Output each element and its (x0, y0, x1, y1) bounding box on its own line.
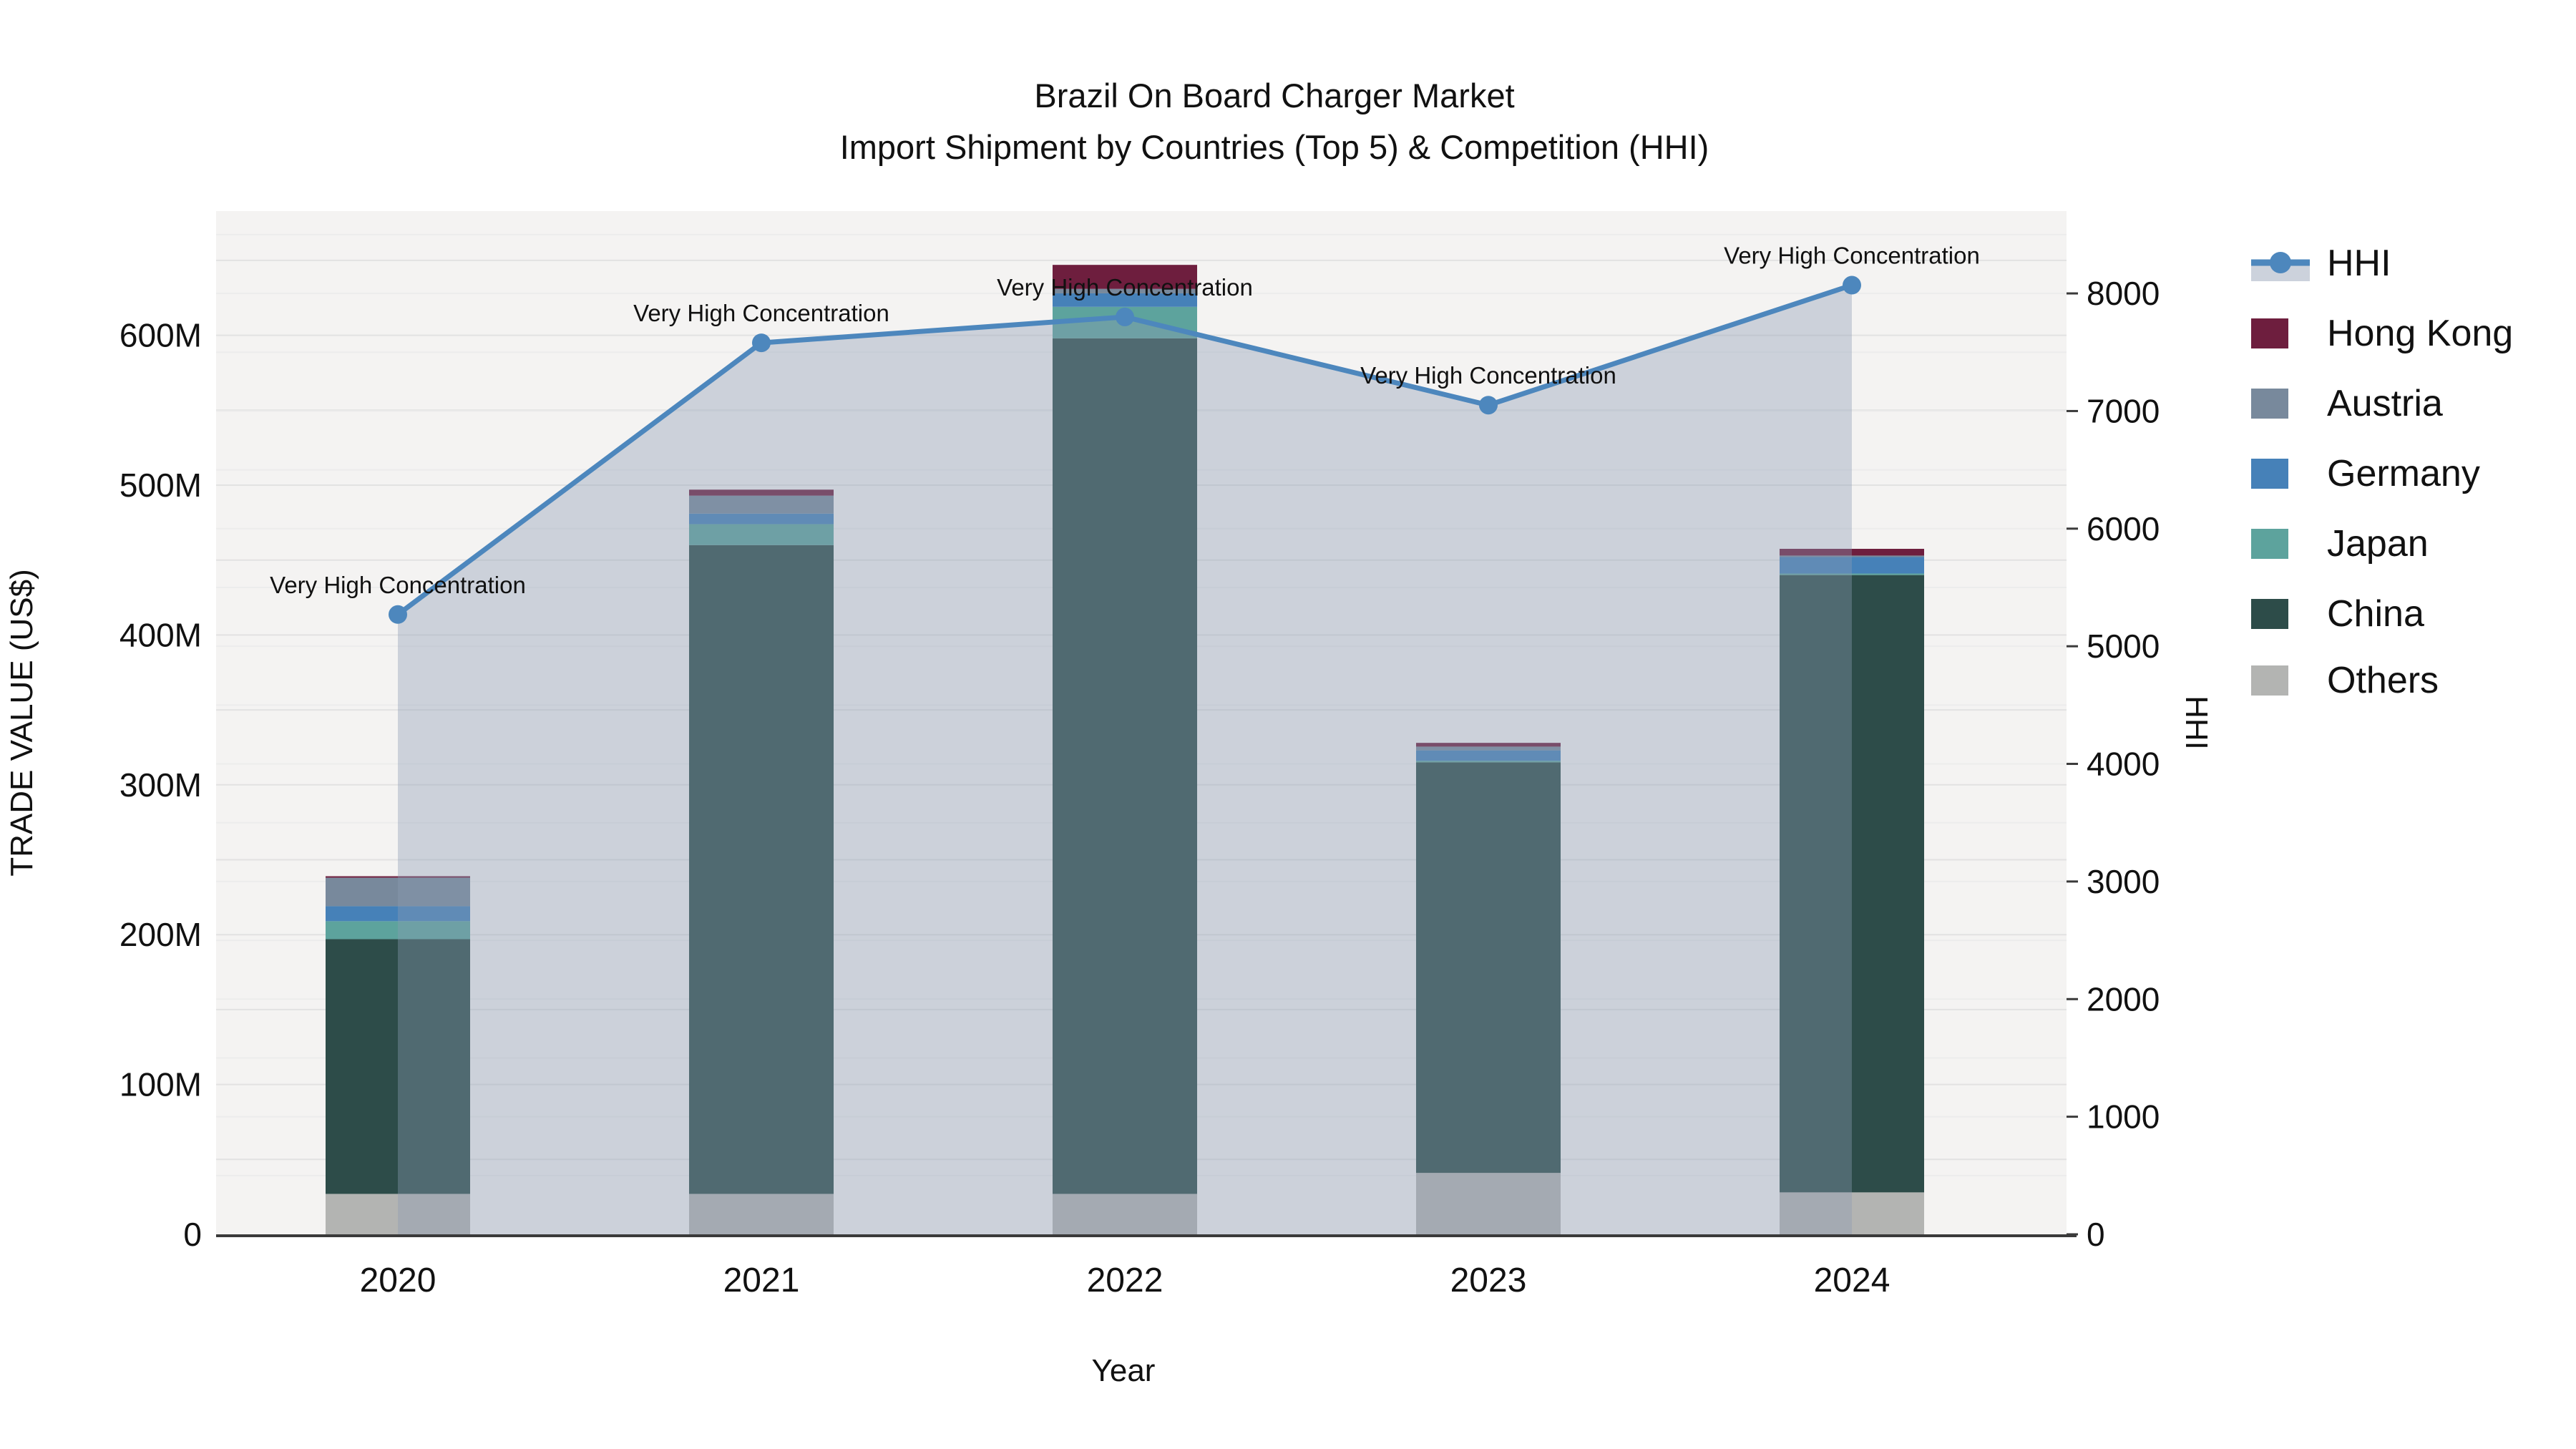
legend-swatch-japan (2251, 529, 2288, 559)
bar-segment-germany-2020 (326, 906, 470, 922)
legend-hhi-marker-icon (2270, 252, 2291, 273)
legend-label-hhi: HHI (2327, 243, 2391, 284)
stacked-bars (326, 265, 1924, 1234)
legend-item-hhi: HHI (2251, 243, 2391, 284)
bar-segment-others-2023 (1416, 1173, 1561, 1234)
hhi-area (398, 285, 1852, 1234)
bar-segment-germany-2024 (1780, 557, 1924, 574)
legend-item-china: China (2251, 593, 2424, 635)
bar-segment-others-2022 (1053, 1194, 1197, 1234)
hhi-marker-2021 (752, 333, 771, 353)
hhi-marker-2020 (389, 605, 407, 624)
legend-item-germany: Germany (2251, 453, 2480, 494)
legend-item-hong-kong: Hong Kong (2251, 313, 2513, 354)
annotation-2020: Very High Concentration (270, 572, 526, 598)
legend-item-others: Others (2251, 660, 2439, 701)
y-right-tick-4000: 4000 (2087, 746, 2160, 783)
axes (216, 292, 2078, 1237)
y-right-tick-2000: 2000 (2087, 980, 2160, 1018)
x-tick-2021: 2021 (723, 1262, 800, 1299)
legend-label-hong-kong: Hong Kong (2327, 313, 2513, 354)
x-tick-2023: 2023 (1450, 1262, 1527, 1299)
bar-segment-china-2023 (1416, 762, 1561, 1174)
bar-segment-others-2021 (689, 1194, 834, 1234)
bar-segment-others-2024 (1780, 1192, 1924, 1234)
legend: HHI Hong Kong Austria Germany Japan China Othe… (2251, 243, 2513, 701)
bar-segment-hong-kong-2024 (1780, 548, 1924, 556)
y-left-tick-100M: 100M (119, 1066, 202, 1103)
bar-segment-china-2022 (1053, 338, 1197, 1194)
y-right-tick-5000: 5000 (2087, 628, 2160, 665)
y-left-tick-300M: 300M (119, 766, 202, 804)
y-right-tick-0: 0 (2087, 1216, 2105, 1253)
legend-item-austria: Austria (2251, 383, 2443, 424)
y-left-tick-600M: 600M (119, 317, 202, 354)
hhi-area-fill (398, 285, 1852, 1234)
legend-label-austria: Austria (2327, 383, 2443, 424)
x-axis-title: Year (1092, 1353, 1156, 1388)
bar-segment-japan-2020 (326, 921, 470, 940)
bar-segment-japan-2024 (1780, 573, 1924, 575)
legend-swatch-hong-kong (2251, 318, 2288, 348)
legend-swatch-austria (2251, 389, 2288, 419)
legend-swatch-germany (2251, 459, 2288, 489)
bar-segment-hong-kong-2022 (1053, 265, 1197, 289)
bar-segment-hong-kong-2020 (326, 876, 470, 878)
chart-title-line2: Import Shipment by Countries (Top 5) & C… (840, 128, 1709, 166)
bar-segment-austria-2021 (689, 495, 834, 514)
bar-segment-germany-2022 (1053, 293, 1197, 307)
annotation-2023: Very High Concentration (1360, 362, 1616, 389)
legend-label-china: China (2327, 593, 2424, 635)
y-right-tick-1000: 1000 (2087, 1098, 2160, 1136)
bar-segment-china-2020 (326, 939, 470, 1194)
tick-labels: 0 100M 200M 300M 400M 500M 600M 0 1000 2000 3000 40… (119, 275, 2160, 1299)
legend-item-japan: Japan (2251, 523, 2429, 565)
legend-swatch-china (2251, 599, 2288, 629)
bar-segment-hong-kong-2023 (1416, 743, 1561, 747)
legend-label-others: Others (2327, 660, 2439, 701)
annotation-2021: Very High Concentration (633, 300, 889, 326)
y-left-tick-500M: 500M (119, 467, 202, 504)
y-axis-title-left: TRADE VALUE (US$) (4, 569, 39, 877)
y-left-tick-400M: 400M (119, 616, 202, 653)
bar-segment-china-2021 (689, 545, 834, 1194)
bar-segment-austria-2022 (1053, 288, 1197, 293)
annotations: Very High Concentration Very High Concent… (270, 243, 1980, 598)
bar-segment-others-2020 (326, 1194, 470, 1234)
annotation-2024: Very High Concentration (1724, 243, 1980, 269)
y-right-tick-8000: 8000 (2087, 275, 2160, 312)
bar-segment-austria-2023 (1416, 746, 1561, 751)
bar-segment-austria-2020 (326, 877, 470, 907)
annotation-2022: Very High Concentration (997, 274, 1253, 301)
y-left-tick-200M: 200M (119, 916, 202, 953)
bar-segment-hong-kong-2021 (689, 489, 834, 496)
legend-label-japan: Japan (2327, 523, 2429, 565)
bar-segment-japan-2021 (689, 524, 834, 545)
y-left-tick-0: 0 (183, 1216, 202, 1253)
hhi-marker-2023 (1479, 396, 1498, 415)
chart-title-line1: Brazil On Board Charger Market (1034, 77, 1514, 114)
y-right-tick-7000: 7000 (2087, 392, 2160, 429)
bar-segment-japan-2023 (1416, 761, 1561, 763)
bar-segment-germany-2021 (689, 513, 834, 525)
hhi-marker-2022 (1116, 307, 1134, 326)
legend-swatch-others (2251, 665, 2288, 696)
x-tick-2024: 2024 (1814, 1262, 1890, 1299)
hhi-marker-2024 (1843, 275, 1861, 295)
y-right-tick-3000: 3000 (2087, 863, 2160, 900)
y-axis-title-right: HHI (2179, 696, 2214, 750)
x-tick-2020: 2020 (360, 1262, 436, 1299)
y-right-tick-6000: 6000 (2087, 510, 2160, 547)
x-tick-2022: 2022 (1087, 1262, 1163, 1299)
hhi-markers (389, 275, 1861, 624)
bar-segment-germany-2023 (1416, 750, 1561, 761)
bar-segment-china-2024 (1780, 575, 1924, 1193)
legend-label-germany: Germany (2327, 453, 2480, 494)
bar-segment-austria-2024 (1780, 555, 1924, 557)
